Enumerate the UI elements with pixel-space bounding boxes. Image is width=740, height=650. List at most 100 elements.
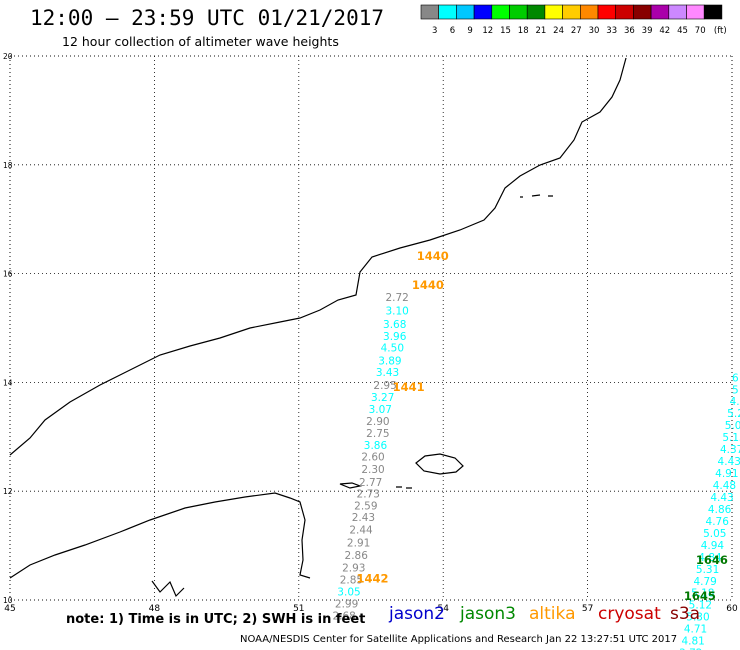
wave-height-label: 3.27 [371,392,394,404]
small-island-1 [396,486,412,489]
wave-height-label: 5 [732,384,739,396]
wave-height-label: 2.91 [347,538,370,550]
wave-height-label: 2.95 [373,380,396,392]
latitude-tick-label: 16 [3,270,13,279]
somalia-coast [9,492,311,579]
socotra-island [415,453,464,475]
pass-time-label: 1440 [417,249,449,263]
wave-height-label: 4. [730,396,740,408]
jason3-track-labels: 654.5.25.05.134.374.434.914.484.434.864.… [679,372,740,650]
legend-tick-label: 36 [624,26,635,36]
kuria-muria-islands [520,194,553,198]
map-title: 12:00 — 23:59 UTC 01/21/2017 [30,6,385,30]
color-legend: 3 6 9 12 15 18 21 24 27 30 33 36 39 42 45 70 (ft) [420,4,727,36]
legend-tick-label: 45 [677,26,688,36]
wave-height-label: 4.86 [708,504,732,516]
map-grid [9,55,733,601]
satellite-label-altika: altika [529,604,576,624]
wave-height-label: 5.05 [703,528,726,540]
coast-fragment-left [151,580,185,598]
wave-height-label: 5.12 [689,600,712,612]
abd-al-kuri-island [339,482,363,489]
latitude-tick-label: 12 [3,487,13,496]
longitude-tick-label: 57 [582,604,593,614]
axis-tick-labels: 45 48 51 54 57 60 20 18 16 14 12 10 [3,52,738,614]
wave-height-label: 4.43 [710,492,733,504]
pass-time-label: 1646 [696,553,728,567]
wave-height-label: 3.07 [369,404,392,416]
wave-height-label: 2.90 [366,416,389,428]
wave-height-label: 2.99 [335,599,358,611]
longitude-tick-label: 51 [293,604,304,614]
legend-tick-label: 6 [450,26,455,36]
wave-height-label: 5.18 [691,588,714,600]
wave-height-label: 4.79 [693,576,716,588]
wave-height-label: 2.44 [349,525,373,537]
legend-tick-label: 15 [500,26,511,36]
pass-time-labels: 1440 1440 1441 1442 1646 1645 [357,249,728,603]
footer-note: note: 1) Time is in UTC; 2) SWH is in fe… [66,612,366,627]
wave-height-label: 4.48 [713,480,736,492]
wave-height-label: 2.77 [359,477,382,489]
wave-height-label: 3.86 [364,440,388,452]
legend-tick-label: 24 [553,26,564,36]
satellite-label-s3a: s3a [670,604,701,624]
legend-unit: (ft) [714,26,727,36]
wave-height-label: 5.31 [696,564,719,576]
wave-height-label: 3.05 [337,587,360,599]
wave-height-label: 3.89 [378,355,401,367]
satellite-label-jason3: jason3 [460,604,516,624]
satellite-label-cryosat: cryosat [598,604,661,624]
legend-tick-label: 42 [659,26,670,36]
wave-height-label: 3.10 [385,305,408,317]
wave-height-label: 2.86 [345,550,369,562]
legend-tick-label: 33 [606,26,617,36]
pass-time-label: 1441 [393,380,425,394]
pass-time-label: 1442 [357,572,389,586]
latitude-tick-label: 14 [3,378,13,387]
wave-height-label: 4.37 [720,444,740,456]
longitude-tick-label: 48 [149,604,161,614]
map-subtitle: 12 hour collection of altimeter wave hei… [62,34,339,49]
wave-height-label: 2.43 [352,512,375,524]
legend-tick-label: 70 [695,26,706,36]
wave-height-label: 4.94 [701,540,725,552]
legend-tick-label: 30 [589,26,600,36]
coastline [9,57,627,598]
wave-height-label: 4.84 [698,552,722,564]
legend-tick-label: 18 [518,26,529,36]
legend-tick-label: 39 [642,26,653,36]
wave-height-label: 3.43 [376,367,399,379]
wave-height-label: 3.96 [383,331,407,343]
wave-height-label: 4.76 [706,516,730,528]
wave-height-label: 5.0 [725,420,740,432]
credit-line: NOAA/NESDIS Center for Satellite Applica… [240,634,678,645]
longitude-tick-label: 54 [437,604,449,614]
wave-height-label: 3.68 [383,319,406,331]
wave-height-label: 5.30 [686,612,709,624]
wave-height-label: 2.59 [354,501,377,513]
wave-height-label: 4.43 [718,456,740,468]
wave-height-label: 2.30 [361,464,384,476]
legend-swatch [703,4,723,20]
longitude-tick-label: 45 [4,604,15,614]
wave-height-label: 2.85 [340,575,363,587]
wave-height-label: 4.71 [684,624,707,636]
wave-height-label: 4.50 [381,342,404,354]
wave-height-label: 2.72 [385,292,408,304]
latitude-tick-label: 10 [3,596,13,605]
wave-height-label: 5.13 [722,432,740,444]
pass-time-label: 1440 [412,278,444,292]
longitude-tick-label: 60 [726,604,738,614]
wave-height-label: 4.91 [715,468,738,480]
altika-track-labels: 2.723.10 3.683.964.503.893.432.953.273.07… [332,292,408,623]
satellite-label-jason2: jason2 [389,604,445,624]
wave-height-label: 2.73 [357,489,380,501]
latitude-tick-label: 18 [3,161,13,170]
wave-height-label: 4.81 [681,636,704,648]
legend-tick-label: 21 [535,26,546,36]
wave-height-label: 2.93 [342,563,365,575]
wave-height-label: 2.75 [366,428,389,440]
legend-tick-label: 12 [482,26,493,36]
